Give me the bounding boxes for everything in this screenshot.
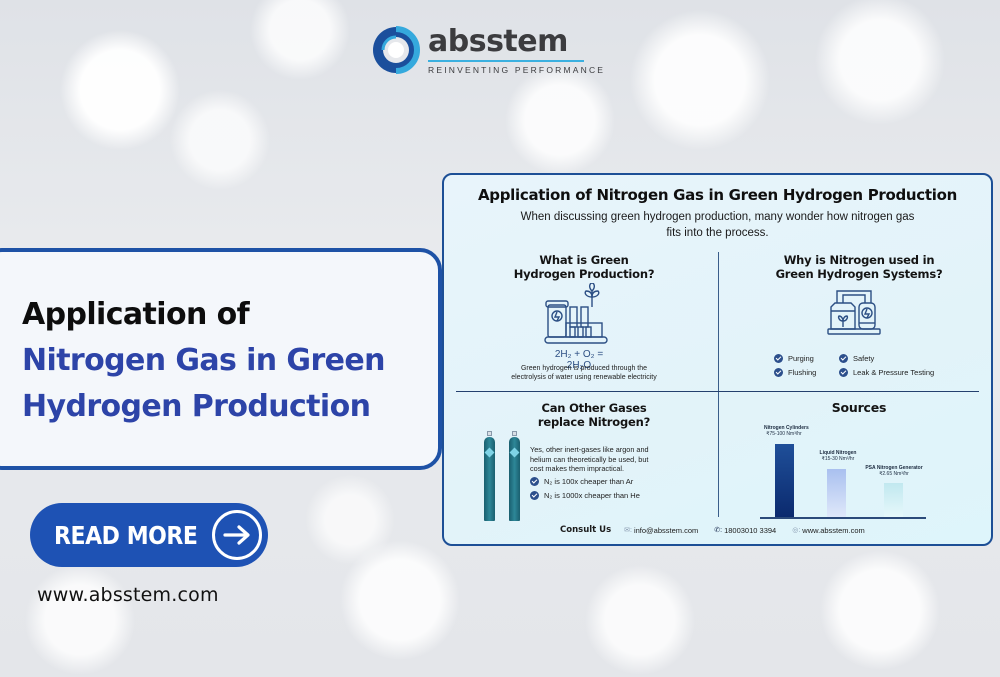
footer-phone[interactable]: ✆: 18003010 3394 (714, 525, 777, 535)
water-formula: 2H₂ + O₂ = 2H₂O (554, 349, 604, 371)
brand-logo: absstem REINVENTING PERFORMANCE (370, 24, 605, 76)
consult-us-label: Consult Us (560, 525, 612, 535)
read-more-label: READ MORE (54, 520, 198, 550)
check-circle-icon (530, 477, 539, 486)
check-circle-icon (774, 368, 783, 377)
horizontal-divider (456, 391, 979, 392)
arrow-right-circle-icon[interactable] (212, 510, 262, 560)
bar-label-liquid: Liquid Nitrogen ₹15-30 Nm³/hr (819, 450, 857, 462)
check-circle-icon (839, 368, 848, 377)
use-item-purging: Purging (774, 354, 814, 363)
electrolyzer-tank-icon (827, 287, 881, 342)
section-what-heading-line-1: What is Green (539, 253, 629, 267)
section-what-desc-line-1: Green hydrogen is produced through the (520, 365, 648, 372)
section-other-heading-line-2: replace Nitrogen? (537, 415, 651, 429)
logo-divider (428, 59, 584, 62)
bar-liquid-nitrogen (827, 469, 846, 517)
section-what-heading-line-2: Hydrogen Production? (513, 267, 655, 281)
infographic-subtitle: When discussing green hydrogen productio… (520, 211, 915, 239)
vertical-divider (718, 252, 719, 517)
use-item-flushing: Flushing (774, 368, 816, 377)
sources-bar-chart: Nitrogen Cylinders ₹75-100 Nm³/hr Liquid … (764, 425, 942, 517)
globe-icon: ◎: (792, 527, 801, 534)
chart-baseline (760, 517, 926, 519)
check-circle-icon (774, 354, 783, 363)
use-item-safety: Safety (839, 354, 874, 363)
infographic-footer: Consult Us ✉: info@absstem.com ✆: 180030… (560, 525, 881, 535)
hero-title-line-2: Nitrogen Gas in Green (22, 343, 385, 378)
brand-wordmark: absstem (428, 23, 568, 59)
section-what-heading: What is Green Hydrogen Production? (484, 253, 684, 281)
fact-argon: N₂ is 100x cheaper than Ar (530, 477, 633, 486)
section-other-description: Yes, other inert-gases like argon and he… (530, 445, 649, 473)
use-item-leak-pressure-testing: Leak & Pressure Testing (839, 368, 934, 377)
footer-web[interactable]: ◎: www.absstem.com (792, 525, 865, 535)
infographic-card: Application of Nitrogen Gas in Green Hyd… (442, 173, 993, 546)
section-why-heading-line-2: Green Hydrogen Systems? (775, 267, 943, 281)
check-circle-icon (530, 491, 539, 500)
section-other-heading-line-1: Can Other Gases (541, 401, 647, 415)
fact-helium: N₂ is 1000x cheaper than He (530, 491, 640, 500)
factory-plant-icon (544, 282, 610, 350)
mail-icon: ✉: (624, 527, 632, 534)
hero-title-line-1: Application of (22, 297, 250, 332)
hero-title-line-3: Hydrogen Production (22, 389, 371, 424)
section-what-description: Green hydrogen is produced through the e… (484, 364, 684, 382)
website-link[interactable]: www.absstem.com (37, 584, 219, 606)
section-other-gases-heading: Can Other Gases replace Nitrogen? (494, 401, 694, 429)
gas-cylinder-icon (484, 431, 496, 521)
hero-title-card: Application of Nitrogen Gas in Green Hyd… (0, 248, 442, 470)
brand-tagline: REINVENTING PERFORMANCE (428, 64, 606, 75)
logo-ring-icon (370, 24, 422, 76)
footer-email[interactable]: ✉: info@absstem.com (624, 525, 699, 535)
phone-icon: ✆: (714, 527, 723, 534)
read-more-button[interactable]: READ MORE (30, 503, 268, 567)
gas-cylinder-icon (509, 431, 521, 521)
section-why-heading: Why is Nitrogen used in Green Hydrogen S… (744, 253, 974, 281)
bar-label-cylinders: Nitrogen Cylinders ₹75-100 Nm³/hr (764, 425, 809, 437)
check-circle-icon (839, 354, 848, 363)
infographic-title: Application of Nitrogen Gas in Green Hyd… (478, 186, 957, 204)
sources-heading: Sources (831, 400, 887, 415)
bar-label-psa: PSA Nitrogen Generator ₹2.65 Nm³/hr (865, 465, 923, 477)
section-why-heading-line-1: Why is Nitrogen used in (783, 253, 935, 267)
section-what-desc-line-2: electrolysis of water using renewable el… (511, 374, 657, 381)
bar-nitrogen-cylinders (775, 444, 794, 517)
bar-psa-generator (884, 483, 903, 517)
